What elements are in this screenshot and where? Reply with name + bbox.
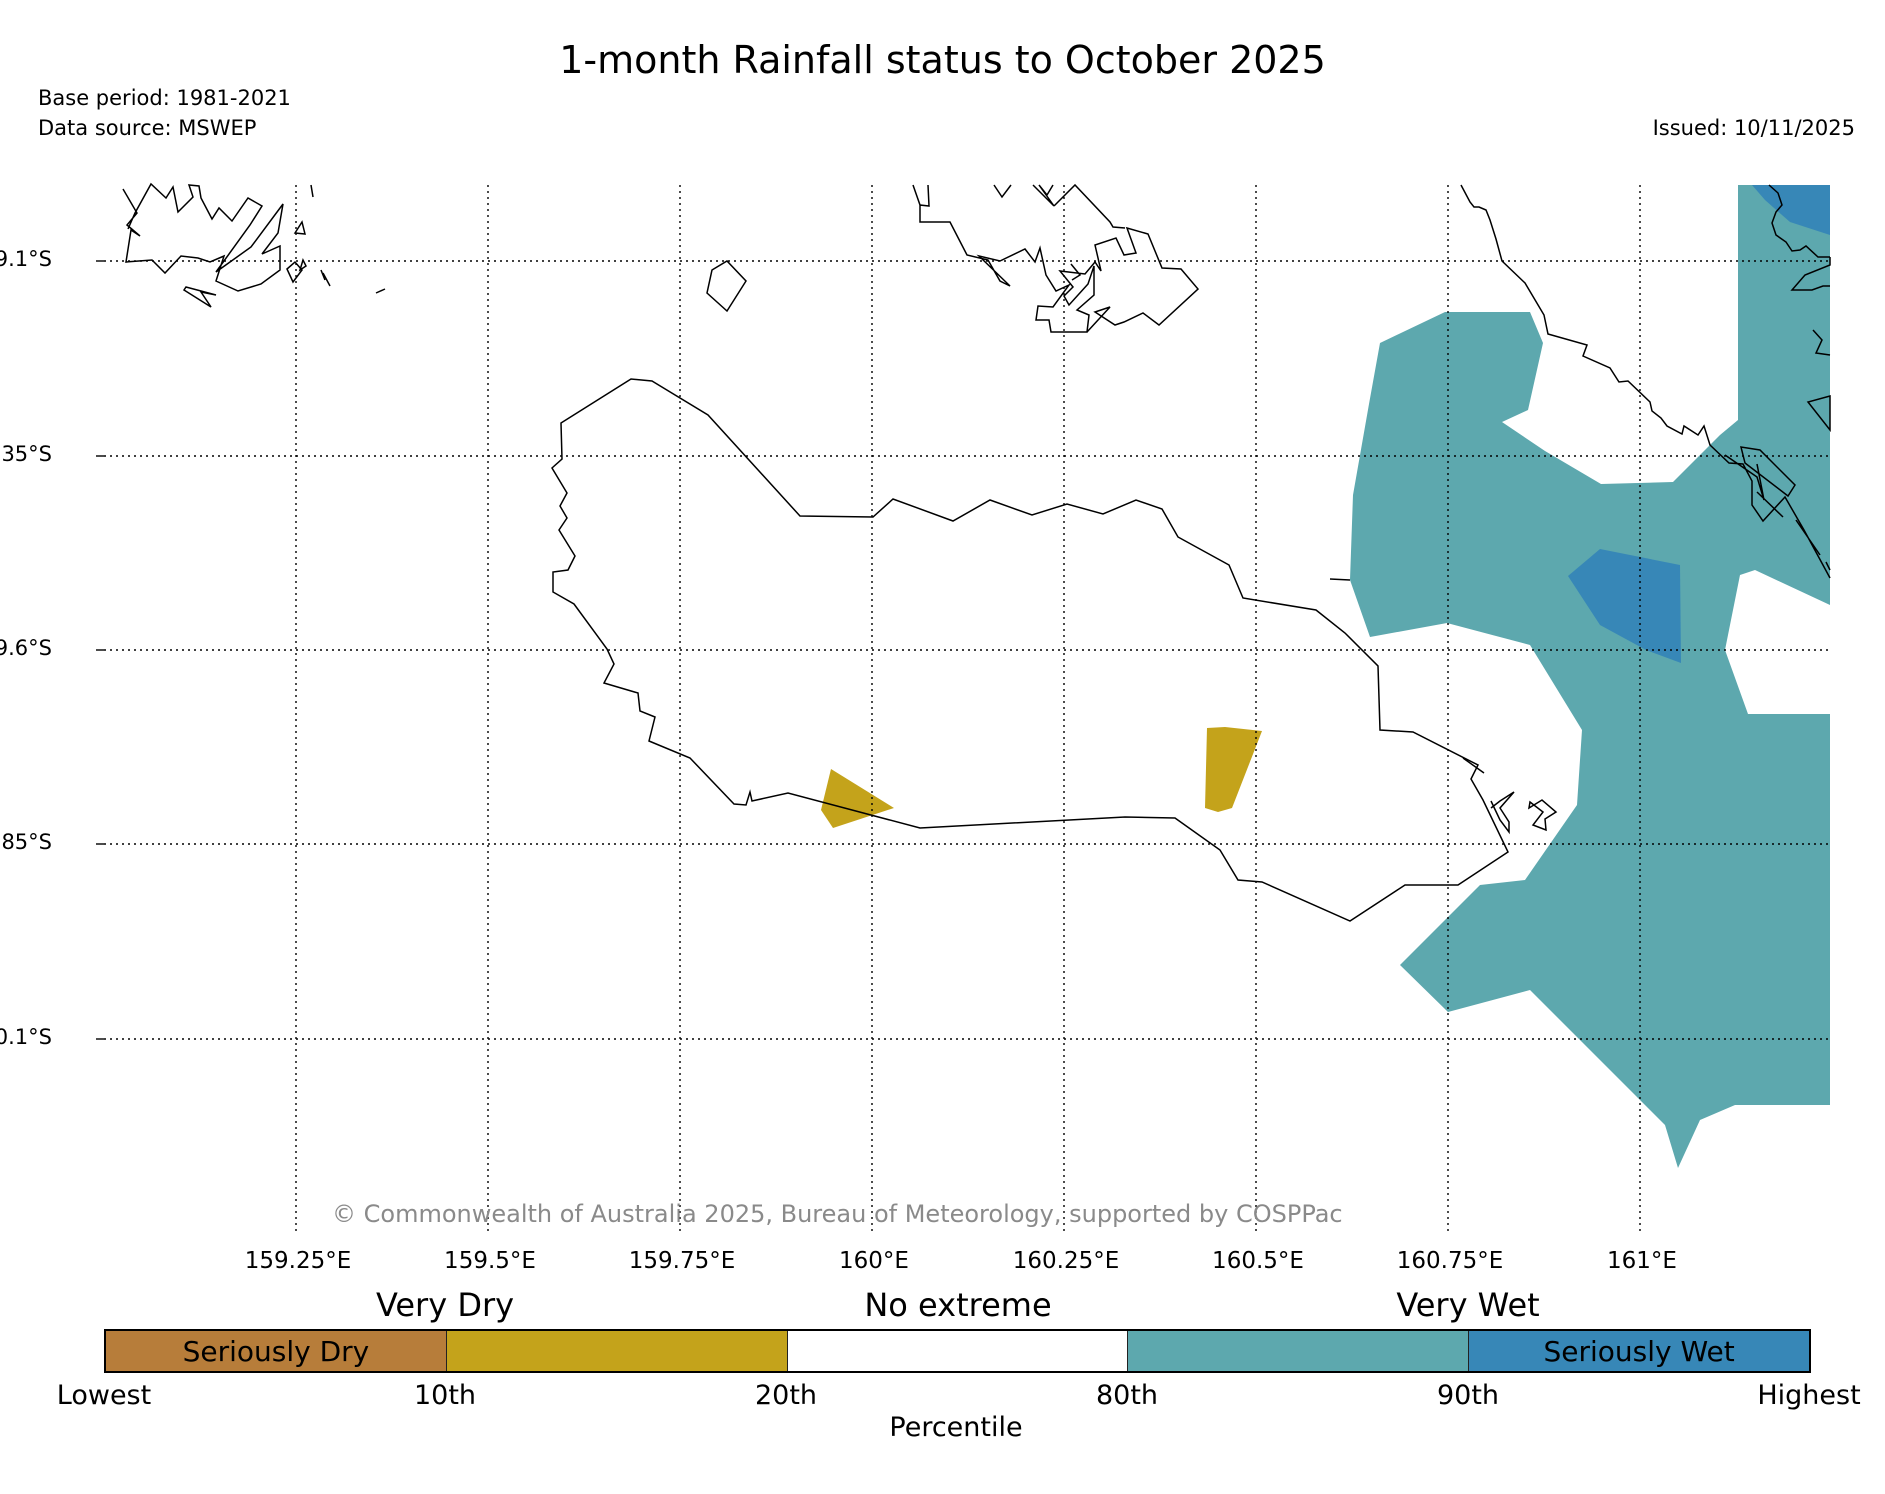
- lat-ticks: [96, 260, 104, 1040]
- data-source: Data source: MSWEP: [38, 116, 257, 140]
- percentile-label: Lowest: [56, 1380, 152, 1411]
- lat-label: 9.6°S: [0, 636, 52, 660]
- russell-islands-coastline: [122, 182, 284, 292]
- florida-islands-coastline: [912, 183, 1200, 333]
- percentile-label: 90th: [1436, 1380, 1500, 1411]
- russell-islands-islet-g: [375, 288, 386, 294]
- russell-islands-islet-c: [298, 257, 307, 272]
- lat-label: 9.35°S: [0, 442, 52, 466]
- legend-segment-very-dry: [446, 1331, 788, 1371]
- legend-colorbar: Seriously Dry Seriously Wet: [104, 1329, 1811, 1373]
- seriously-wet-area-north-east: [1752, 185, 1830, 235]
- graticule: [104, 185, 1830, 1233]
- lon-label: 160°E: [839, 1248, 909, 1274]
- seriously-wet-area-central: [1568, 549, 1681, 663]
- very-wet-area-north-east: [1350, 185, 1830, 1168]
- legend-category-no-extreme: No extreme: [864, 1286, 1052, 1324]
- legend-segment-very-wet: [1128, 1331, 1470, 1371]
- ngella-east-bay-coastline: [1490, 791, 1558, 835]
- legend-segment-seriously-dry: Seriously Dry: [106, 1331, 447, 1371]
- base-period: Base period: 1981-2021: [38, 86, 291, 110]
- lon-label: 161°E: [1607, 1248, 1677, 1274]
- legend-category-very-wet: Very Wet: [1396, 1286, 1540, 1324]
- russell-islands-islet-e: [293, 220, 306, 235]
- guadalcanal-coastline: [551, 378, 1509, 922]
- russell-islands-islet-a: [182, 286, 217, 308]
- map-title: 1-month Rainfall status to October 2025: [559, 38, 1326, 82]
- lon-label: 160.75°E: [1396, 1248, 1504, 1274]
- issued-date: Issued: 10/11/2025: [1652, 116, 1855, 140]
- lon-label: 159.25°E: [244, 1248, 352, 1274]
- percentile-axis-title: Percentile: [889, 1412, 1023, 1443]
- ngella-east-tip: [1329, 578, 1485, 774]
- malaita-coastline: [1460, 184, 1831, 579]
- percentile-label: 80th: [1095, 1380, 1159, 1411]
- percentile-label: Highest: [1757, 1380, 1861, 1411]
- lon-label: 159.5°E: [444, 1248, 536, 1274]
- very-dry-area-west: [821, 769, 894, 828]
- russell-islands-islet-b: [286, 260, 303, 284]
- lon-label: 160.25°E: [1012, 1248, 1120, 1274]
- legend-category-very-dry: Very Dry: [375, 1286, 515, 1324]
- percentile-label: 10th: [413, 1380, 477, 1411]
- lon-label: 159.75°E: [628, 1248, 736, 1274]
- copyright-notice: © Commonwealth of Australia 2025, Bureau…: [332, 1200, 1343, 1228]
- lon-label: 160.5°E: [1212, 1248, 1304, 1274]
- legend-segment-seriously-wet: Seriously Wet: [1469, 1331, 1809, 1371]
- very-dry-area-east: [1205, 727, 1262, 812]
- legend-segment-no-extreme: [787, 1331, 1129, 1371]
- russell-islands-islet-d: [320, 269, 326, 281]
- coastlines: [122, 182, 1831, 922]
- lat-label: 9.1°S: [0, 247, 52, 271]
- lat-label: 10.1°S: [0, 1025, 52, 1049]
- percentile-label: 20th: [754, 1380, 818, 1411]
- lat-label: 9.85°S: [0, 830, 52, 854]
- savo-island-coastline: [706, 260, 747, 313]
- russell-islands-islet-f: [322, 272, 331, 287]
- russell-islands-islet-h: [310, 184, 314, 198]
